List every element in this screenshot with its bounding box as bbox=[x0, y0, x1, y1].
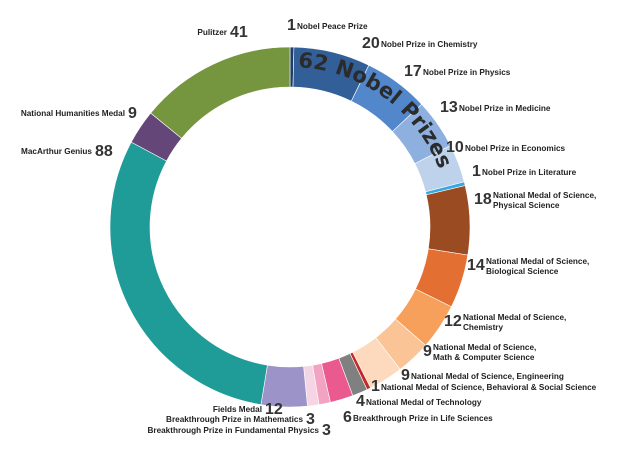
slice-value: 6 bbox=[343, 409, 352, 426]
slice-label: National Medal of Science, Biological Sci… bbox=[486, 257, 589, 276]
slice-value: 9 bbox=[401, 367, 410, 384]
label-breakthrough-prize-in-mathematics: Breakthrough Prize in Mathematics 3 bbox=[166, 411, 315, 428]
slice-label: Nobel Prize in Chemistry bbox=[381, 40, 478, 49]
slice-label: Nobel Peace Prize bbox=[297, 22, 368, 31]
slice-label-line: Nobel Prize in Medicine bbox=[459, 104, 551, 113]
slice-value: 12 bbox=[444, 313, 462, 330]
slice-value: 12 bbox=[265, 401, 283, 418]
label-macarthur-genius: MacArthur Genius 88 bbox=[21, 143, 113, 160]
slice-value: 18 bbox=[474, 191, 492, 208]
slice-label-line: National Medal of Science, bbox=[463, 313, 566, 322]
slice-label-line: Breakthrough Prize in Life Sciences bbox=[353, 414, 493, 423]
slice-label: Nobel Prize in Economics bbox=[465, 144, 566, 153]
slice-label-line: National Medal of Science, Behavioral & … bbox=[381, 383, 597, 392]
slice-label-line: MacArthur Genius bbox=[21, 147, 92, 156]
label-national-medal-of-science-physical-science: National Medal of Science, Physical Scien… bbox=[474, 191, 596, 210]
slice-label-line: Nobel Prize in Economics bbox=[465, 144, 566, 153]
slice-label-line: National Medal of Science, bbox=[433, 343, 536, 352]
label-national-humanities-medal: National Humanities Medal 9 bbox=[21, 105, 137, 122]
slice-label: National Medal of Science, Chemistry bbox=[463, 313, 566, 332]
slice-label-line: Nobel Prize in Chemistry bbox=[381, 40, 478, 49]
slice-label-line: Nobel Prize in Literature bbox=[482, 168, 577, 177]
slice-label-line: Math & Computer Science bbox=[433, 353, 535, 362]
slice-label-line: National Humanities Medal bbox=[21, 109, 125, 118]
slice-label-line: Nobel Peace Prize bbox=[297, 22, 368, 31]
slice-label-line: National Medal of Science, bbox=[486, 257, 589, 266]
label-breakthrough-prize-in-fundamental-physics: Breakthrough Prize in Fundamental Physic… bbox=[147, 422, 331, 439]
slice-value: 10 bbox=[446, 139, 464, 156]
slice-label: National Medal of Science, Math & Compute… bbox=[433, 343, 536, 362]
label-national-medal-of-science-math-and-computer-science: National Medal of Science, Math & Compute… bbox=[423, 343, 536, 362]
label-national-medal-of-science-behavioral-and-social-science: National Medal of Science, Behavioral & … bbox=[371, 378, 597, 395]
slice-label: National Medal of Technology bbox=[366, 398, 482, 407]
slice-value: 1 bbox=[371, 378, 380, 395]
slice-value: 3 bbox=[306, 411, 315, 428]
donut-slices bbox=[109, 46, 471, 408]
slice-label: National Medal of Science, Engineering bbox=[411, 372, 564, 381]
slice-label: Nobel Prize in Medicine bbox=[459, 104, 551, 113]
slice-value: 41 bbox=[230, 24, 248, 41]
label-fields-medal: Fields Medal 12 bbox=[213, 401, 283, 418]
slice-label-line: Fields Medal bbox=[213, 405, 262, 414]
slice-value: 1 bbox=[287, 17, 296, 34]
slice-value: 20 bbox=[362, 35, 380, 52]
slice-label-line: Nobel Prize in Physics bbox=[423, 68, 511, 77]
slice-label-line: National Medal of Science, Engineering bbox=[411, 372, 564, 381]
label-pulitzer: Pulitzer 41 bbox=[197, 24, 247, 41]
slice-value: 1 bbox=[472, 163, 481, 180]
slice-label-line: Physical Science bbox=[493, 201, 560, 210]
slice-label-line: Pulitzer bbox=[197, 28, 227, 37]
slice-label: National Humanities Medal bbox=[21, 109, 125, 118]
slice-label: MacArthur Genius bbox=[21, 147, 92, 156]
slice-label: Breakthrough Prize in Life Sciences bbox=[353, 414, 493, 423]
slice-label: Fields Medal bbox=[213, 405, 262, 414]
slice-label: Breakthrough Prize in Fundamental Physic… bbox=[147, 426, 319, 435]
slice-label-line: Biological Science bbox=[486, 267, 559, 276]
slice-national-medal-of-science-physical-science bbox=[425, 185, 471, 256]
slice-value: 13 bbox=[440, 99, 458, 116]
slice-value: 9 bbox=[128, 105, 137, 122]
slice-label: Breakthrough Prize in Mathematics bbox=[166, 415, 303, 424]
slice-value: 4 bbox=[356, 393, 365, 410]
slice-label: National Medal of Science, Physical Scien… bbox=[493, 191, 596, 210]
slice-label: Pulitzer bbox=[197, 28, 227, 37]
slice-label-line: National Medal of Science, bbox=[493, 191, 596, 200]
slice-value: 17 bbox=[404, 63, 422, 80]
slice-value: 88 bbox=[95, 143, 113, 160]
slice-pulitzer bbox=[150, 46, 291, 139]
slice-label-line: Breakthrough Prize in Fundamental Physic… bbox=[147, 426, 319, 435]
slice-value: 9 bbox=[423, 343, 432, 360]
slice-label: Nobel Prize in Literature bbox=[482, 168, 577, 177]
slice-value: 14 bbox=[467, 257, 485, 274]
slice-label-line: National Medal of Technology bbox=[366, 398, 482, 407]
slice-label-line: Breakthrough Prize in Mathematics bbox=[166, 415, 303, 424]
label-national-medal-of-science-biological-science: National Medal of Science, Biological Sci… bbox=[467, 257, 589, 276]
slice-label: National Medal of Science, Behavioral & … bbox=[381, 383, 597, 392]
slice-label: Nobel Prize in Physics bbox=[423, 68, 511, 77]
slice-value: 3 bbox=[322, 422, 331, 439]
slice-macarthur-genius bbox=[109, 141, 268, 405]
slice-label-line: Chemistry bbox=[463, 323, 503, 332]
